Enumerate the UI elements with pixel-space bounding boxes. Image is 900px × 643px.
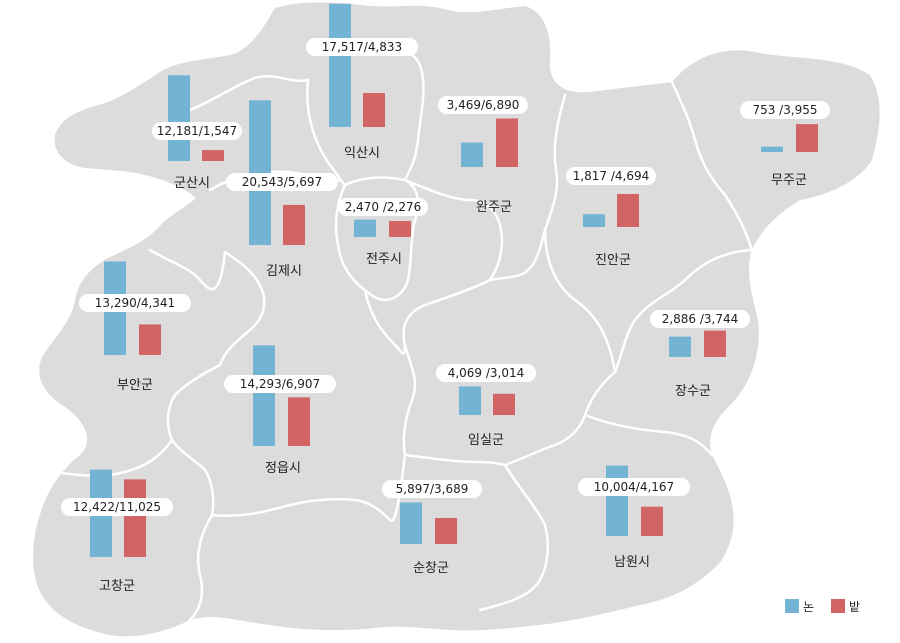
value-label-bg-jeonju xyxy=(338,198,428,216)
bar-field-sunchang xyxy=(435,518,457,544)
value-label-gunsan: 12,181/1,547 xyxy=(152,122,242,140)
region-name-namwon: 남원시 xyxy=(614,555,650,570)
value-label-buan: 13,290/4,341 xyxy=(79,294,191,312)
value-label-bg-jinan xyxy=(566,167,656,185)
region-name-jangsu: 장수군 xyxy=(675,384,711,399)
region-name-jeongeup: 정읍시 xyxy=(265,461,301,476)
bar-field-iksan xyxy=(363,92,385,127)
value-label-namwon: 10,004/4,167 xyxy=(578,478,690,496)
value-label-bg-namwon xyxy=(578,478,690,496)
legend-field-label: 밭 xyxy=(849,600,860,614)
region-name-gochang: 고창군 xyxy=(99,579,135,594)
value-label-text-wanju: 3,469/6,890 xyxy=(447,98,520,112)
region-name-iksan: 익산시 xyxy=(344,146,380,161)
bar-field-imsil xyxy=(493,393,515,415)
value-label-text-muju: 753 /3,955 xyxy=(752,103,817,117)
value-label-layer: 12,181/1,547 17,517/4,833 20,543/5,697 2,47… xyxy=(61,38,830,516)
value-label-text-jangsu: 2,886 /3,744 xyxy=(662,312,739,326)
bar-rice-imsil xyxy=(459,386,481,415)
bar-rice-sunchang xyxy=(400,502,422,544)
bar-rice-gimje xyxy=(249,100,271,245)
value-label-gimje: 20,543/5,697 xyxy=(226,173,338,191)
region-name-muju: 무주군 xyxy=(771,173,807,188)
bar-field-gimje xyxy=(283,204,305,245)
value-label-text-namwon: 10,004/4,167 xyxy=(594,480,674,494)
bar-rice-muju xyxy=(761,146,783,152)
value-label-bg-wanju xyxy=(438,96,528,114)
region-name-gunsan: 군산시 xyxy=(174,176,210,191)
value-label-jeonju: 2,470 /2,276 xyxy=(338,198,428,216)
bar-rice-jeonju xyxy=(354,219,376,237)
value-label-bg-imsil xyxy=(436,364,536,382)
bar-field-namwon xyxy=(641,506,663,536)
value-label-text-imsil: 4,069 /3,014 xyxy=(448,366,525,380)
bar-field-gunsan xyxy=(202,150,224,161)
region-name-imsil: 임실군 xyxy=(468,433,504,448)
value-label-text-jeonju: 2,470 /2,276 xyxy=(345,200,422,214)
region-name-gimje: 김제시 xyxy=(266,264,302,279)
value-label-text-buan: 13,290/4,341 xyxy=(95,296,175,310)
legend-rice-swatch xyxy=(785,599,799,613)
value-label-text-gochang: 12,422/11,025 xyxy=(73,500,161,514)
value-label-text-jinan: 1,817 /4,694 xyxy=(573,169,650,183)
value-label-bg-iksan xyxy=(306,38,418,56)
value-label-text-sunchang: 5,897/3,689 xyxy=(396,482,469,496)
value-label-jinan: 1,817 /4,694 xyxy=(566,167,656,185)
bar-rice-jeongeup xyxy=(253,345,275,446)
region-name-buan: 부안군 xyxy=(117,378,153,393)
value-label-iksan: 17,517/4,833 xyxy=(306,38,418,56)
value-label-text-iksan: 17,517/4,833 xyxy=(322,40,402,54)
bar-field-jeongeup xyxy=(288,397,310,446)
legend-rice-label: 논 xyxy=(803,600,814,614)
region-name-sunchang: 순창군 xyxy=(413,561,449,576)
bar-rice-wanju xyxy=(461,142,483,167)
bar-rice-jinan xyxy=(583,214,605,227)
bar-rice-gunsan xyxy=(168,75,190,161)
region-name-layer: 군산시 익산시 김제시 전주시 완주군 진안군 무주군 부안군 정읍시 임실군 … xyxy=(99,146,807,594)
value-label-bg-muju xyxy=(740,101,830,119)
bar-rice-namwon xyxy=(606,465,628,536)
bar-field-jangsu xyxy=(704,330,726,357)
value-label-bg-gimje xyxy=(226,173,338,191)
value-label-bg-jeongeup xyxy=(224,375,336,393)
value-label-sunchang: 5,897/3,689 xyxy=(382,480,482,498)
region-name-jinan: 진안군 xyxy=(595,253,631,268)
value-label-imsil: 4,069 /3,014 xyxy=(436,364,536,382)
value-label-text-gunsan: 12,181/1,547 xyxy=(157,124,237,138)
bar-field-wanju xyxy=(496,118,518,167)
value-label-text-gimje: 20,543/5,697 xyxy=(242,175,322,189)
value-label-muju: 753 /3,955 xyxy=(740,101,830,119)
region-name-jeonju: 전주시 xyxy=(366,252,402,267)
value-label-bg-gochang xyxy=(61,498,173,516)
region-name-wanju: 완주군 xyxy=(476,200,512,215)
district-borders xyxy=(28,48,754,622)
bar-field-gochang xyxy=(124,479,146,557)
legend: 논 밭 xyxy=(785,599,860,614)
value-label-text-jeongeup: 14,293/6,907 xyxy=(240,377,320,391)
value-label-gochang: 12,422/11,025 xyxy=(61,498,173,516)
value-label-jeongeup: 14,293/6,907 xyxy=(224,375,336,393)
province-outline xyxy=(33,2,880,637)
bar-field-jeonju xyxy=(389,220,411,237)
value-label-bg-buan xyxy=(79,294,191,312)
bar-rice-iksan xyxy=(329,3,351,127)
bar-field-muju xyxy=(796,124,818,152)
value-label-wanju: 3,469/6,890 xyxy=(438,96,528,114)
bar-field-jinan xyxy=(617,193,639,227)
bar-field-buan xyxy=(139,324,161,355)
value-label-bg-jangsu xyxy=(650,310,750,328)
bar-rice-jangsu xyxy=(669,336,691,357)
value-label-bg-gunsan xyxy=(152,122,242,140)
value-label-jangsu: 2,886 /3,744 xyxy=(650,310,750,328)
legend-field-swatch xyxy=(831,599,845,613)
value-label-bg-sunchang xyxy=(382,480,482,498)
